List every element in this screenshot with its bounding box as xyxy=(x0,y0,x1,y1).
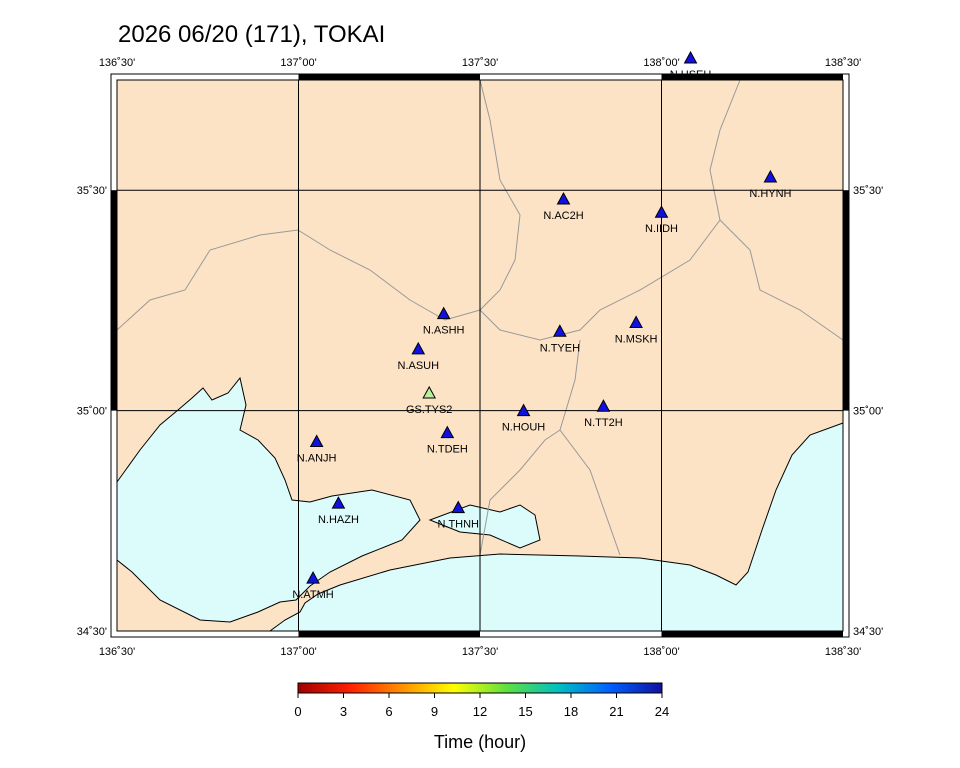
station-label: N.HAZH xyxy=(318,514,359,526)
x-tick-label: 137˚00' xyxy=(280,57,316,69)
station-marker xyxy=(596,399,611,412)
colorbar-tick-label: 24 xyxy=(655,704,669,719)
x-tick-label: 136˚30' xyxy=(99,57,135,69)
station-label: N.TDEH xyxy=(427,444,468,456)
x-tick-label: 138˚00' xyxy=(643,57,679,69)
station-label: N.IIDH xyxy=(645,223,678,235)
station-label: N.HYNH xyxy=(749,188,791,200)
station-marker xyxy=(683,50,698,64)
colorbar-tick-label: 12 xyxy=(473,704,487,719)
frame-bar xyxy=(111,190,117,411)
station-marker xyxy=(306,571,320,584)
colorbar-tick-label: 18 xyxy=(564,704,578,719)
x-tick-label: 137˚30' xyxy=(462,57,498,69)
colorbar-label: Time (hour) xyxy=(434,732,526,752)
colorbar-tick-label: 3 xyxy=(340,704,347,719)
station-marker xyxy=(556,191,571,205)
map-title: 2026 06/20 (171), TOKAI xyxy=(118,21,385,48)
station-label: N.TT2H xyxy=(584,417,623,429)
station-label: N.TYEH xyxy=(540,342,580,354)
station-marker xyxy=(516,403,531,417)
x-tick-label: 137˚30' xyxy=(462,646,498,658)
station-marker xyxy=(451,500,466,514)
frame-bar xyxy=(298,631,480,637)
station-label: N.ASHH xyxy=(423,325,465,337)
station-marker xyxy=(411,341,426,355)
y-tick-label: 34˚30' xyxy=(77,626,107,638)
station-label: N.HOUH xyxy=(502,422,545,434)
colorbar-axis: 0 3 6 9 12 15 18 21 24 xyxy=(294,693,669,719)
y-tick-label: 35˚00' xyxy=(77,406,107,418)
colorbar-tick-label: 21 xyxy=(609,704,623,719)
station-marker xyxy=(763,169,778,183)
station-marker xyxy=(309,434,324,447)
frame-bar xyxy=(661,631,843,637)
x-tick-label: 138˚00' xyxy=(643,646,679,658)
station-marker xyxy=(629,315,643,328)
frame: 136˚30' 136˚30' 137˚00' 137˚00' 137˚30' 137˚3… xyxy=(77,57,883,658)
station-label: N.ANJH xyxy=(297,452,337,464)
station-marker xyxy=(331,496,346,509)
y-tick-label: 34˚30' xyxy=(853,626,883,638)
station-label: N.ASUH xyxy=(398,360,440,372)
y-tick-label: 35˚30' xyxy=(853,185,883,197)
stations: N.HSEH N.HYNH N.AC2H N.IIDH N.ASHH N.TYEH N.MS… xyxy=(292,50,792,601)
colorbar-tick-label: 15 xyxy=(518,704,532,719)
station-label: GS.TYS2 xyxy=(406,404,452,416)
colorbar-tick-label: 0 xyxy=(294,704,301,719)
colorbar-tick-label: 6 xyxy=(385,704,392,719)
frame-bar xyxy=(298,74,480,80)
station-marker xyxy=(422,385,437,399)
x-tick-label: 136˚30' xyxy=(99,646,135,658)
station-marker xyxy=(440,425,455,439)
station-label: N.MSKH xyxy=(615,333,658,345)
station-label: N.AC2H xyxy=(543,210,583,222)
station-label: N.ATMH xyxy=(292,589,333,601)
borders xyxy=(116,79,844,556)
x-tick-label: 138˚30' xyxy=(825,57,861,69)
station-label: N.HSEH xyxy=(670,69,712,81)
frame-bar xyxy=(843,190,849,411)
station-marker xyxy=(654,205,669,218)
frame-bar xyxy=(661,74,843,80)
y-tick-label: 35˚00' xyxy=(853,406,883,418)
colorbar xyxy=(297,682,663,694)
station-marker xyxy=(553,324,567,337)
y-tick-label: 35˚30' xyxy=(77,185,107,197)
colorbar-tick-label: 9 xyxy=(431,704,438,719)
x-tick-label: 137˚00' xyxy=(280,646,316,658)
station-label: N.THNH xyxy=(437,519,479,531)
x-tick-label: 138˚30' xyxy=(825,646,861,658)
station-marker xyxy=(436,306,451,320)
